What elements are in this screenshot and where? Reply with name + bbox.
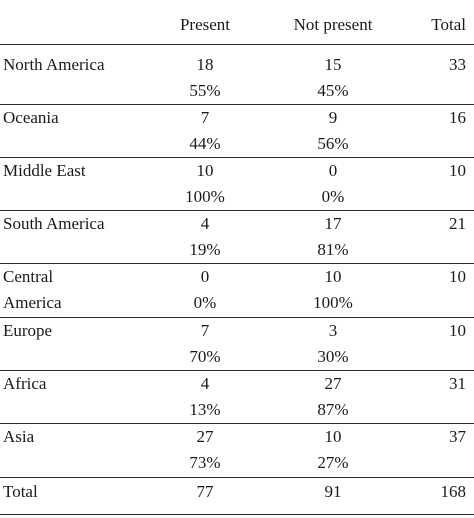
- row-divider: [0, 263, 474, 264]
- present-count: 4: [200, 374, 210, 393]
- present-percent: 73%: [189, 453, 221, 472]
- row-divider: [0, 423, 474, 424]
- row-divider: [0, 370, 474, 371]
- table-bottom-rule: [0, 514, 474, 515]
- present-count: 4: [200, 214, 210, 233]
- present-count: 7: [200, 321, 210, 340]
- row-total: 31: [449, 374, 466, 393]
- row-total: 10: [449, 161, 466, 180]
- present-count: 0: [200, 267, 210, 286]
- not-present-count: 9: [328, 108, 338, 127]
- region-label-line2: America: [3, 293, 62, 312]
- present-percent: 70%: [189, 347, 221, 366]
- not-present-count: 10: [324, 267, 342, 286]
- region-label: Middle East: [3, 161, 86, 180]
- not-present-percent: 100%: [313, 293, 353, 312]
- not-present-percent: 30%: [317, 347, 349, 366]
- row-divider: [0, 104, 474, 105]
- not-present-count: 17: [324, 214, 342, 233]
- region-label: Africa: [3, 374, 47, 393]
- region-label: Central: [3, 267, 54, 286]
- totals-not-present: 91: [324, 482, 342, 501]
- header-present: Present: [179, 15, 231, 34]
- not-present-percent: 45%: [317, 81, 349, 100]
- not-present-count: 10: [324, 427, 342, 446]
- present-count: 10: [196, 161, 214, 180]
- present-percent: 19%: [189, 240, 221, 259]
- row-total: 10: [449, 267, 466, 286]
- row-total: 16: [449, 108, 466, 127]
- not-present-percent: 0%: [321, 187, 345, 206]
- row-total: 10: [449, 321, 466, 340]
- not-present-percent: 56%: [317, 134, 349, 153]
- region-label: Oceania: [3, 108, 59, 127]
- row-divider: [0, 210, 474, 211]
- region-label: South America: [3, 214, 105, 233]
- not-present-percent: 27%: [317, 453, 349, 472]
- region-label: North America: [3, 55, 105, 74]
- row-total: 37: [449, 427, 466, 446]
- present-percent: 44%: [189, 134, 221, 153]
- row-divider: [0, 317, 474, 318]
- not-present-count: 3: [328, 321, 338, 340]
- present-count: 27: [196, 427, 214, 446]
- present-percent: 100%: [185, 187, 225, 206]
- totals-label: Total: [3, 482, 38, 501]
- row-total: 21: [449, 214, 466, 233]
- present-percent: 13%: [189, 400, 221, 419]
- row-divider: [0, 44, 474, 45]
- present-percent: 0%: [193, 293, 217, 312]
- not-present-percent: 81%: [317, 240, 349, 259]
- region-label: Europe: [3, 321, 53, 340]
- present-count: 7: [200, 108, 210, 127]
- row-total: 33: [449, 55, 466, 74]
- not-present-count: 0: [328, 161, 338, 180]
- row-divider: [0, 477, 474, 478]
- region-label: Asia: [3, 427, 35, 446]
- not-present-percent: 87%: [317, 400, 349, 419]
- present-count: 18: [196, 55, 214, 74]
- row-divider: [0, 157, 474, 158]
- not-present-count: 27: [324, 374, 342, 393]
- header-total: Total: [431, 15, 466, 34]
- totals-present: 77: [196, 482, 214, 501]
- not-present-count: 15: [324, 55, 342, 74]
- totals-total: 168: [440, 482, 467, 501]
- header-not-present: Not present: [293, 15, 373, 34]
- present-percent: 55%: [189, 81, 221, 100]
